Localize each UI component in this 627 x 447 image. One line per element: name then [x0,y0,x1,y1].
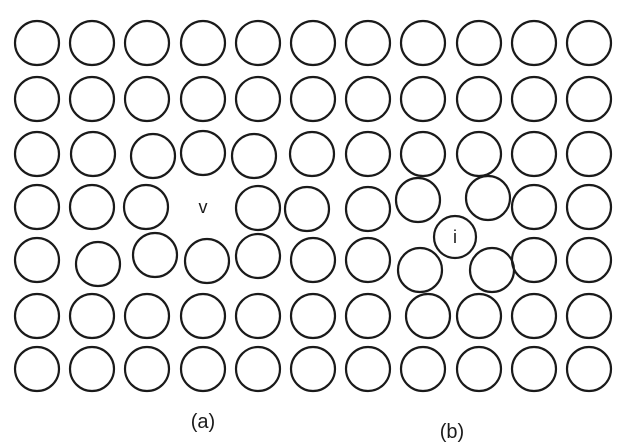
panel-b-label: (b) [440,421,464,443]
atom-circle [15,21,59,65]
atom-circle [346,294,390,338]
atom-circle [396,178,440,222]
atom-circle [457,77,501,121]
atom-circle [567,347,611,391]
atom-circle [15,347,59,391]
atom-circle [236,347,280,391]
atom-circle [398,248,442,292]
atom-circle [236,234,280,278]
vacancy-label: v [199,197,208,217]
atom-circle [512,77,556,121]
atom-circle [236,77,280,121]
atom-circle [236,186,280,230]
atom-circle [470,248,514,292]
atom-circle [512,238,556,282]
atom-circle [346,77,390,121]
atom-circle [181,77,225,121]
atom-circle [70,294,114,338]
atom-circle [512,185,556,229]
atom-circle [401,21,445,65]
atom-circle [15,77,59,121]
atom-circle [291,347,335,391]
atom-circle [457,347,501,391]
atom-circle [232,134,276,178]
atom-circle [185,239,229,283]
atom-lattice [15,21,611,391]
atom-circle [512,294,556,338]
atom-circle [567,185,611,229]
atom-circle [76,242,120,286]
atom-circle [512,132,556,176]
atom-circle [125,21,169,65]
atom-circle [457,132,501,176]
atom-circle [181,21,225,65]
atom-circle [567,21,611,65]
atom-circle [401,77,445,121]
atom-circle [406,294,450,338]
atom-circle [466,176,510,220]
atom-circle [236,21,280,65]
atom-circle [512,347,556,391]
atom-circle [567,132,611,176]
atom-circle [567,238,611,282]
atom-circle [401,132,445,176]
atom-circle [133,233,177,277]
atom-circle [401,347,445,391]
atom-circle [457,21,501,65]
atom-circle [346,347,390,391]
atom-circle [70,185,114,229]
atom-circle [457,294,501,338]
atom-circle [346,21,390,65]
atom-circle [236,294,280,338]
panel-a-label: (a) [191,411,215,433]
atom-circle [512,21,556,65]
atom-circle [285,187,329,231]
atom-circle [181,347,225,391]
atom-circle [70,21,114,65]
atom-circle [567,77,611,121]
atom-circle [181,131,225,175]
atom-circle [71,132,115,176]
atom-circle [15,185,59,229]
atom-circle [15,238,59,282]
atom-circle [15,132,59,176]
interstitial-label: i [453,227,457,247]
atom-circle [125,347,169,391]
atom-circle [181,294,225,338]
atom-circle [125,77,169,121]
atom-circle [291,238,335,282]
atom-circle [290,132,334,176]
atom-circle [124,185,168,229]
atom-circle [291,77,335,121]
atom-circle [346,238,390,282]
atom-circle [131,134,175,178]
atom-circle [346,187,390,231]
atom-circle [291,294,335,338]
atom-circle [15,294,59,338]
atom-circle [291,21,335,65]
atom-circle [70,347,114,391]
atom-circle [346,132,390,176]
atom-circle [70,77,114,121]
atom-circle [125,294,169,338]
atom-circle [567,294,611,338]
